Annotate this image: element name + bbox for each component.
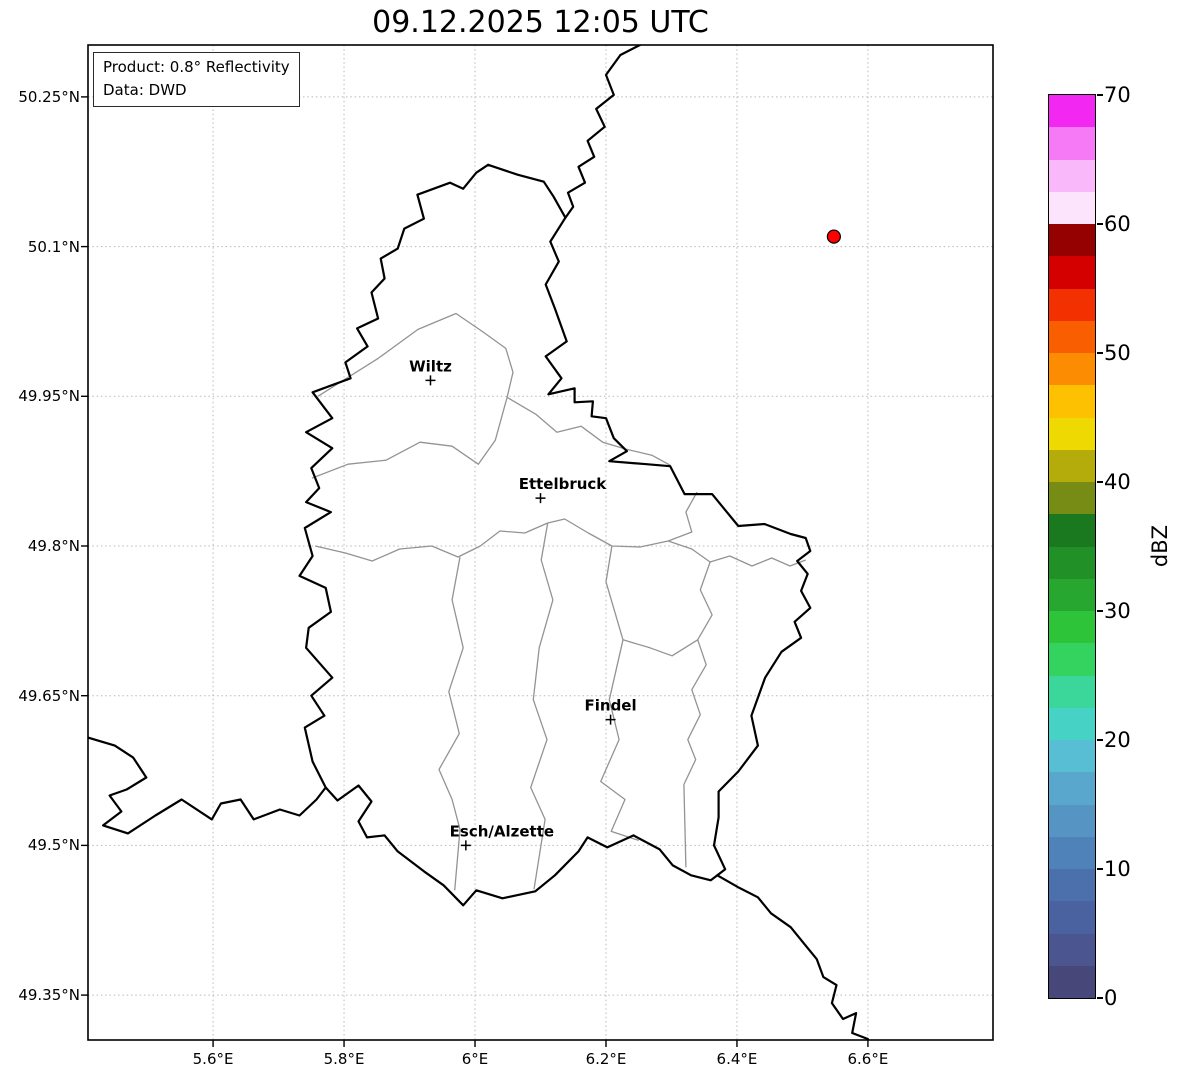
city-marker [605, 714, 616, 725]
lon-tick-label: 6°E [461, 1050, 489, 1068]
colorbar-band [1049, 869, 1095, 902]
product-info-line2: Data: DWD [103, 80, 187, 99]
colorbar [1048, 94, 1096, 999]
lon-tick-label: 5.8°E [323, 1050, 365, 1068]
lon-tick-label: 6.4°E [716, 1050, 758, 1068]
figure-title: 09.12.2025 12:05 UTC [372, 5, 709, 40]
colorbar-band [1049, 191, 1095, 224]
colorbar-tick-label: 0 [1104, 986, 1118, 1010]
colorbar-tick-label: 50 [1104, 341, 1131, 365]
colorbar-tick-label: 60 [1104, 212, 1131, 236]
colorbar-band [1049, 482, 1095, 515]
colorbar-band [1049, 417, 1095, 450]
lat-tick-label: 50.1°N [27, 237, 80, 256]
radar-site-dot [826, 229, 841, 244]
colorbar-band [1049, 449, 1095, 482]
colorbar-band [1049, 353, 1095, 386]
lon-tick-label: 6.6°E [847, 1050, 889, 1068]
colorbar-tick-mark [1097, 94, 1103, 96]
city-label: Findel [585, 697, 637, 715]
colorbar-tick-mark [1097, 223, 1103, 225]
colorbar-band [1049, 901, 1095, 934]
colorbar-tick-label: 40 [1104, 470, 1131, 494]
district-border [315, 518, 806, 567]
colorbar-tick-mark [1097, 610, 1103, 612]
colorbar-band [1049, 740, 1095, 773]
lat-tick-label: 49.35°N [18, 986, 80, 1005]
district-border [600, 545, 639, 842]
colorbar-band [1049, 804, 1095, 837]
district-border [683, 561, 713, 868]
colorbar-tick-mark [1097, 997, 1103, 999]
map-plot: Wiltz Ettelbruck Findel Esch/Alzette [81, 44, 994, 1047]
lat-tick-label: 49.5°N [27, 836, 80, 855]
colorbar-band [1049, 385, 1095, 418]
lat-tick-label: 49.95°N [18, 387, 80, 406]
colorbar-band [1049, 836, 1095, 869]
plot-frame [87, 44, 994, 1041]
colorbar-band [1049, 643, 1095, 676]
district-border [667, 491, 698, 542]
district-border [438, 556, 464, 891]
colorbar-tick-mark [1097, 739, 1103, 741]
lat-tick-label: 49.65°N [18, 686, 80, 705]
colorbar-tick-mark [1097, 352, 1103, 354]
colorbar-band [1049, 224, 1095, 257]
colorbar-tick-mark [1097, 481, 1103, 483]
city-marker [535, 493, 546, 504]
gridline-layer [88, 45, 993, 1040]
country-border [298, 163, 812, 907]
border-layer [88, 45, 870, 1040]
lat-tick-label: 49.8°N [27, 536, 80, 555]
country-border [564, 45, 642, 219]
colorbar-band [1049, 256, 1095, 289]
country-border [716, 874, 870, 1040]
city-label: Ettelbruck [519, 475, 608, 493]
colorbar-band [1049, 772, 1095, 805]
colorbar-tick-label: 10 [1104, 857, 1131, 881]
lon-tick-label: 6.2°E [585, 1050, 627, 1068]
colorbar-band [1049, 514, 1095, 547]
district-border [622, 639, 699, 657]
colorbar-label: dBZ [1148, 524, 1172, 568]
colorbar-band [1049, 288, 1095, 321]
city-label: Wiltz [409, 357, 452, 375]
colorbar-band [1049, 546, 1095, 579]
district-border [311, 397, 508, 479]
lon-tick-label: 5.6°E [192, 1050, 234, 1068]
colorbar-band [1049, 965, 1095, 998]
axis-tick-layer [81, 96, 869, 1047]
colorbar-band [1049, 675, 1095, 708]
colorbar-band [1049, 95, 1095, 128]
colorbar-band [1049, 320, 1095, 353]
colorbar-band [1049, 707, 1095, 740]
city-marker [460, 840, 471, 851]
colorbar-tick-label: 70 [1104, 83, 1131, 107]
colorbar-band [1049, 933, 1095, 966]
city-layer: Wiltz Ettelbruck Findel Esch/Alzette [409, 229, 841, 851]
district-border [530, 522, 554, 890]
city-marker [425, 375, 436, 386]
city-label: Esch/Alzette [450, 822, 554, 840]
lat-tick-label: 50.25°N [18, 87, 80, 106]
colorbar-band [1049, 127, 1095, 160]
district-border [506, 396, 671, 466]
country-border [88, 736, 327, 835]
colorbar-band [1049, 578, 1095, 611]
product-info-box: Product: 0.8° Reflectivity Data: DWD [93, 52, 300, 107]
colorbar-tick-label: 30 [1104, 599, 1131, 623]
district-border [317, 312, 514, 398]
product-info-line1: Product: 0.8° Reflectivity [103, 58, 290, 76]
colorbar-band [1049, 159, 1095, 192]
colorbar-band [1049, 611, 1095, 644]
colorbar-tick-mark [1097, 868, 1103, 870]
colorbar-tick-label: 20 [1104, 728, 1131, 752]
